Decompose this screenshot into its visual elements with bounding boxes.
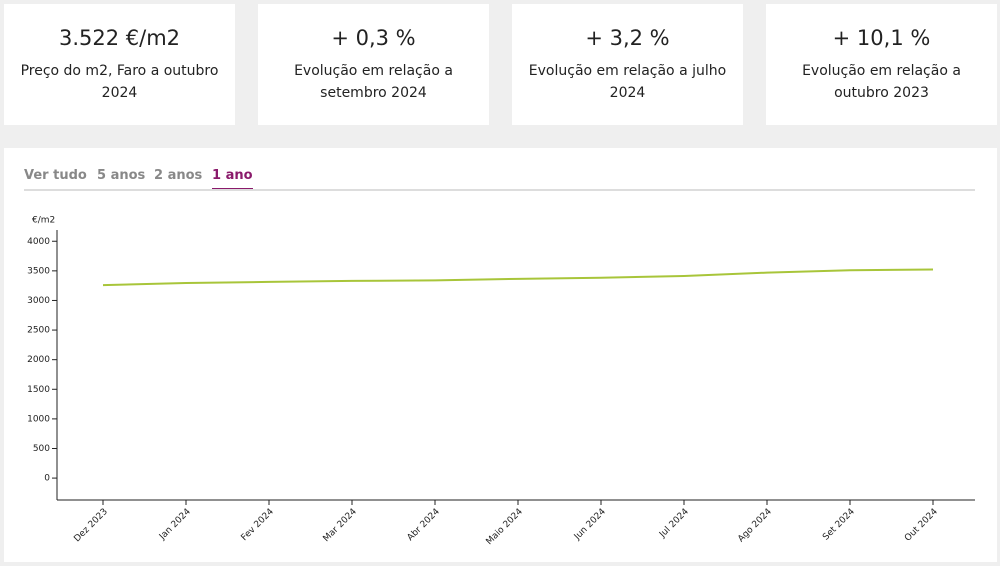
x-tick-label: Out 2024 bbox=[903, 507, 940, 544]
stat-label: Evolução em relação a julho 2024 bbox=[528, 63, 727, 101]
stat-label: Preço do m2, Faro a outubro 2024 bbox=[20, 63, 219, 101]
y-tick-label: 4000 bbox=[27, 237, 50, 247]
y-tick-label: 1000 bbox=[27, 414, 50, 424]
x-tick-label: Jun 2024 bbox=[572, 507, 608, 543]
stat-card: + 0,3 % Evolução em relação a setembro 20… bbox=[258, 4, 489, 125]
stat-card: + 10,1 % Evolução em relação a outubro 20… bbox=[766, 4, 997, 125]
line bbox=[102, 268, 934, 287]
tab[interactable]: Ver tudo bbox=[24, 168, 87, 183]
y-tick-label: 0 bbox=[44, 474, 50, 484]
stat-card: 3.522 €/m2 Preço do m2, Faro a outubro 20… bbox=[4, 4, 235, 125]
y-tick-label: 1500 bbox=[27, 385, 50, 395]
x-tick-label: Mar 2024 bbox=[322, 507, 359, 544]
y-tick-label: 3000 bbox=[27, 296, 50, 306]
x-tick-label: Jul 2024 bbox=[657, 507, 691, 541]
x-tick-label: Dez 2023 bbox=[72, 507, 109, 544]
x-tick-label: Jan 2024 bbox=[157, 507, 193, 543]
chart-panel: Ver tudo 5 anos 2 anos 1 ano €/m2 0 500 10… bbox=[4, 148, 997, 562]
tab-divider bbox=[24, 189, 975, 191]
x-tick-label: Maio 2024 bbox=[485, 507, 526, 548]
stat-value: + 3,2 % bbox=[585, 26, 670, 50]
y-axis-label: €/m2 bbox=[32, 216, 55, 226]
chart: €/m2 0 500 1000 1500 2000 2500 3000 3500 4000 Dez… bbox=[27, 216, 975, 548]
stat-label: Evolução em relação a setembro 2024 bbox=[294, 63, 453, 101]
x-tick-label: Set 2024 bbox=[821, 507, 857, 543]
tab[interactable]: 2 anos bbox=[154, 168, 203, 183]
y-tick-label: 3500 bbox=[27, 266, 50, 276]
stat-value: + 0,3 % bbox=[331, 26, 416, 50]
y-tick-label: 500 bbox=[33, 444, 50, 454]
x-tick-label: Abr 2024 bbox=[406, 507, 442, 543]
y-tick-label: 2500 bbox=[27, 326, 50, 336]
stat-label: Evolução em relação a outubro 2023 bbox=[802, 63, 961, 101]
stat-card: + 3,2 % Evolução em relação a julho 2024 bbox=[512, 4, 743, 125]
x-tick-label: Ago 2024 bbox=[736, 507, 774, 545]
y-tick-label: 2000 bbox=[27, 355, 50, 365]
stat-value: 3.522 €/m2 bbox=[58, 26, 181, 50]
tab[interactable]: 5 anos bbox=[97, 168, 146, 183]
stat-value: + 10,1 % bbox=[832, 26, 931, 50]
x-tick-label: Fev 2024 bbox=[240, 507, 276, 543]
